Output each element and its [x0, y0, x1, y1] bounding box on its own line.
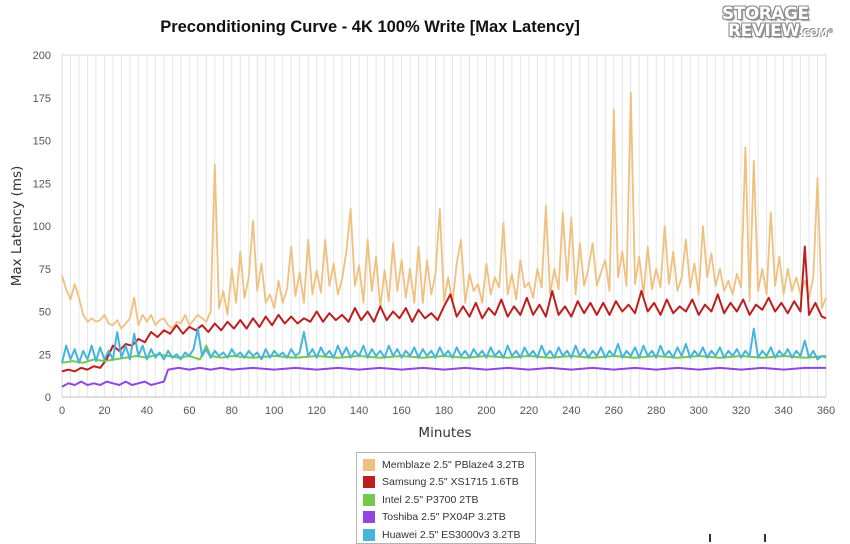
- legend-item[interactable]: Samsung 2.5" XS1715 1.6TB: [363, 474, 535, 492]
- legend-item[interactable]: Toshiba 2.5" PX04P 3.2TB: [363, 509, 535, 527]
- x-tick-label: 340: [774, 405, 792, 417]
- x-axis-ticks: 0 20 40 60 80 100 120 140 160 180 200 220 240 260 280 3…: [59, 405, 835, 417]
- logo-line-2: REVIEW.COM®: [722, 23, 838, 42]
- legend-swatch: [363, 458, 375, 471]
- y-tick-label: 25: [39, 349, 51, 361]
- series-line-1: [61, 91, 827, 330]
- legend-item[interactable]: Intel 2.5" P3700 2TB: [363, 491, 535, 509]
- chart-title: Preconditioning Curve - 4K 100% Write [M…: [160, 18, 580, 36]
- logo-word: REVIEW: [728, 21, 800, 41]
- x-tick-label: 220: [520, 405, 538, 417]
- legend-swatch: [363, 476, 375, 489]
- y-axis-label: Max Latency (ms): [9, 166, 25, 287]
- y-tick-label: 75: [39, 264, 51, 276]
- legend-label: Intel 2.5" P3700 2TB: [382, 493, 479, 506]
- x-tick-label: 260: [605, 405, 623, 417]
- decorative-footer-mark: [709, 534, 766, 542]
- x-tick-label: 200: [477, 405, 495, 417]
- legend-swatch: [363, 493, 375, 506]
- x-tick-label: 100: [265, 405, 283, 417]
- x-tick-label: 280: [647, 405, 665, 417]
- x-tick-label: 120: [307, 405, 325, 417]
- series-layer: [61, 91, 827, 388]
- y-tick-label: 100: [33, 221, 51, 233]
- x-tick-label: 40: [141, 405, 153, 417]
- y-tick-label: 200: [33, 50, 51, 62]
- legend-item[interactable]: Memblaze 2.5" PBlaze4 3.2TB: [363, 456, 535, 474]
- legend-swatch: [363, 528, 375, 541]
- line-chart: 0 20 40 60 80 100 120 140 160 180 200 220 240 260 280 3…: [9, 50, 835, 441]
- x-tick-label: 180: [435, 405, 453, 417]
- x-tick-label: 320: [732, 405, 750, 417]
- grid: [61, 54, 827, 398]
- x-tick-label: 60: [183, 405, 195, 417]
- legend: Memblaze 2.5" PBlaze4 3.2TB Samsung 2.5" …: [356, 452, 536, 544]
- y-tick-label: 175: [33, 93, 51, 105]
- y-tick-label: 50: [39, 307, 51, 319]
- x-tick-label: 160: [392, 405, 410, 417]
- y-tick-label: 0: [45, 392, 51, 404]
- y-tick-label: 125: [33, 178, 51, 190]
- x-axis-label: Minutes: [418, 425, 471, 441]
- logo-suffix: .COM: [799, 28, 828, 39]
- series-line-4: [61, 366, 826, 388]
- x-tick-label: 80: [226, 405, 238, 417]
- x-tick-label: 20: [98, 405, 110, 417]
- legend-item[interactable]: Huawei 2.5" ES3000v3 3.2TB: [363, 526, 535, 544]
- legend-label: Toshiba 2.5" PX04P 3.2TB: [382, 511, 506, 524]
- x-tick-label: 0: [59, 405, 65, 417]
- legend-label: Huawei 2.5" ES3000v3 3.2TB: [382, 528, 521, 541]
- y-tick-label: 150: [33, 136, 51, 148]
- series-line-2: [61, 245, 827, 373]
- x-tick-label: 360: [817, 405, 835, 417]
- y-axis-ticks: 0 25 50 75 100 125 150 175 200: [33, 50, 51, 404]
- storagereview-logo: STORAGE REVIEW.COM®: [722, 6, 838, 46]
- x-tick-label: 140: [350, 405, 368, 417]
- logo-registered-mark: ®: [827, 27, 834, 35]
- x-tick-label: 300: [689, 405, 707, 417]
- series-line-5: [61, 327, 827, 364]
- legend-swatch: [363, 511, 375, 524]
- series-line-3: [61, 344, 827, 364]
- x-tick-label: 240: [562, 405, 580, 417]
- logo-line-1: STORAGE: [722, 4, 809, 24]
- legend-label: Memblaze 2.5" PBlaze4 3.2TB: [382, 458, 525, 471]
- legend-label: Samsung 2.5" XS1715 1.6TB: [382, 476, 519, 489]
